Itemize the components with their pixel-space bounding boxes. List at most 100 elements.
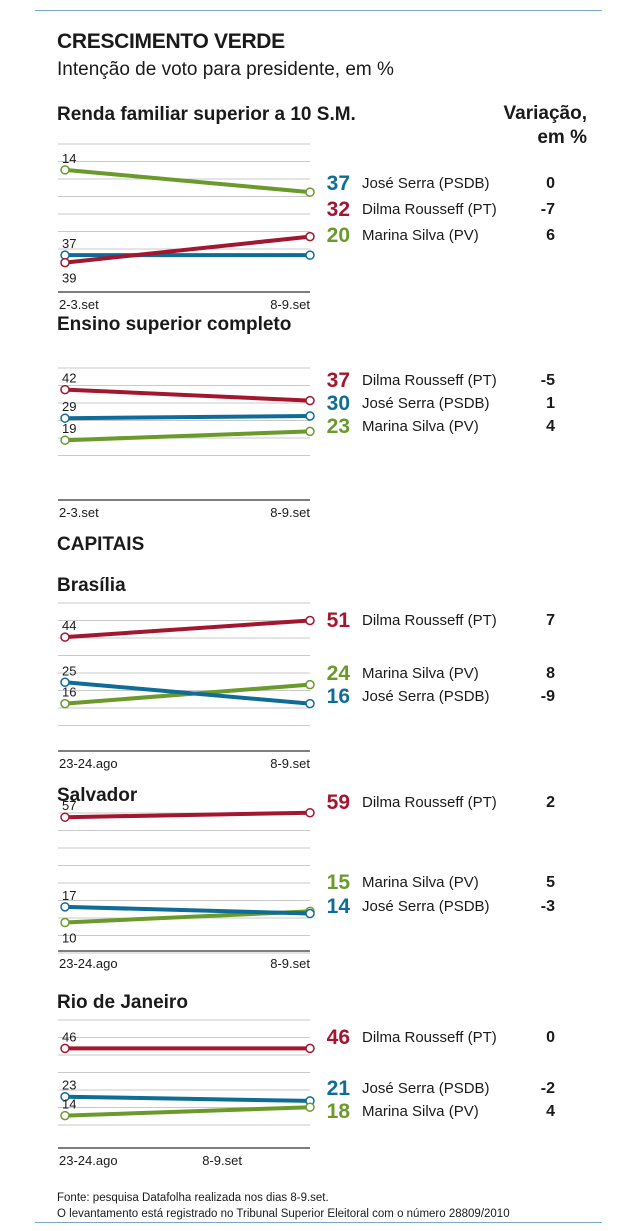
variation-header-line2: em % [537, 127, 587, 148]
end-value-label: 32 [326, 198, 350, 221]
panel-title: Renda familiar superior a 10 S.M. [57, 104, 356, 125]
data-point [305, 807, 315, 818]
panel-title: Brasília [57, 575, 126, 596]
chart-title: CRESCIMENTO VERDE [57, 30, 285, 53]
start-value-label: 25 [62, 663, 76, 678]
top-rule [35, 10, 602, 11]
data-point [305, 698, 315, 709]
end-value-label: 37 [326, 369, 350, 392]
data-point [60, 902, 70, 912]
line-plot: 23-24.ago 8-9.set 46 23 14 [58, 1019, 315, 1168]
series-line [64, 1105, 311, 1118]
legend-row: 30 José Serra (PSDB) 1 [0, 392, 635, 416]
x-tick-label: 2-3.set [59, 297, 99, 312]
start-value-label: 19 [62, 421, 76, 436]
data-point [305, 187, 315, 197]
chart-panel: Renda familiar superior a 10 S.M. 2-3.set… [0, 98, 635, 322]
candidate-name: José Serra (PSDB) [362, 395, 490, 412]
panel-title: Rio de Janeiro [57, 992, 188, 1013]
candidate-name: José Serra (PSDB) [362, 688, 490, 705]
chart-panel: Rio de Janeiro 23-24.ago 8-9.set 46 23 14 46 Di… [0, 990, 635, 1178]
candidate-name: José Serra (PSDB) [362, 898, 490, 915]
end-value-label: 37 [326, 172, 350, 195]
source-note: Fonte: pesquisa Datafolha realizada nos … [57, 1190, 510, 1222]
start-value-label: 29 [62, 399, 76, 414]
candidate-name: José Serra (PSDB) [362, 1080, 490, 1097]
x-tick-label: 2-3.set [59, 505, 99, 520]
legend-row: 37 Dilma Rousseff (PT) -5 [0, 369, 635, 393]
legend-row: 46 Dilma Rousseff (PT) 0 [0, 1026, 635, 1050]
series-line [64, 234, 311, 265]
end-value-label: 51 [326, 609, 350, 632]
series-line [64, 167, 311, 195]
start-value-label: 39 [62, 271, 76, 286]
variation-value: 1 [546, 395, 555, 412]
legend-row: 20 Marina Silva (PV) 6 [0, 224, 635, 248]
end-value-label: 16 [326, 685, 350, 708]
start-value-label: 16 [62, 685, 76, 700]
variation-value: 6 [546, 227, 555, 244]
candidate-name: Marina Silva (PV) [362, 227, 479, 244]
data-point [305, 395, 315, 406]
data-point [60, 165, 70, 175]
x-tick-label: 23-24.ago [59, 756, 118, 771]
candidate-name: Marina Silva (PV) [362, 665, 479, 682]
candidate-name: Dilma Rousseff (PT) [362, 612, 497, 629]
legend-row: 24 Marina Silva (PV) 8 [0, 662, 635, 686]
x-tick-label: 8-9.set [270, 297, 310, 312]
variation-value: -7 [540, 201, 555, 218]
data-point [305, 250, 315, 260]
candidate-name: Marina Silva (PV) [362, 874, 479, 891]
start-value-label: 23 [62, 1078, 76, 1093]
start-value-label: 37 [62, 236, 76, 251]
chart-panel: Ensino superior completo 2-3.set 8-9.set 42… [0, 310, 635, 530]
end-value-label: 24 [326, 662, 350, 685]
x-tick-label: 8-9.set [270, 756, 310, 771]
start-value-label: 44 [62, 618, 76, 633]
data-point [60, 1091, 70, 1102]
legend-row: 59 Dilma Rousseff (PT) 2 [0, 791, 635, 815]
chart-panel: Salvador 23-24.ago 8-9.set 57 10 17 59 Dilma Ro… [0, 783, 635, 981]
series-line [64, 387, 311, 403]
end-value-label: 21 [326, 1077, 350, 1100]
series-line [64, 810, 311, 820]
variation-value: -3 [540, 898, 555, 915]
variation-value: 4 [546, 1103, 555, 1120]
chart-subtitle: Intenção de voto para presidente, em % [57, 59, 394, 80]
source-line-2: O levantamento está registrado no Tribun… [57, 1208, 510, 1220]
candidate-name: Marina Silva (PV) [362, 1103, 479, 1120]
series-line [64, 618, 311, 640]
legend-row: 23 Marina Silva (PV) 4 [0, 415, 635, 439]
candidate-name: Dilma Rousseff (PT) [362, 794, 497, 811]
end-value-label: 14 [326, 895, 350, 918]
bottom-rule [35, 1222, 602, 1223]
variation-value: 8 [546, 665, 555, 682]
x-tick-label: 23-24.ago [59, 1153, 118, 1168]
end-value-label: 46 [326, 1026, 350, 1049]
data-point [60, 1110, 70, 1121]
x-tick-label: 8-9.set [270, 505, 310, 520]
variation-value: -5 [540, 372, 555, 389]
data-point [305, 1102, 315, 1112]
line-plot: 23-24.ago 8-9.set 57 10 17 [58, 798, 315, 971]
data-point [60, 413, 70, 423]
variation-value: 2 [546, 794, 555, 811]
source-line-1: Fonte: pesquisa Datafolha realizada nos … [57, 1192, 329, 1204]
start-value-label: 10 [62, 931, 76, 946]
data-point [305, 908, 315, 919]
data-point [60, 435, 70, 445]
candidate-name: José Serra (PSDB) [362, 175, 490, 192]
data-point [60, 917, 70, 928]
variation-value: 4 [546, 418, 555, 435]
x-tick-label: 23-24.ago [59, 956, 118, 971]
candidate-name: Dilma Rousseff (PT) [362, 372, 497, 389]
candidate-name: Marina Silva (PV) [362, 418, 479, 435]
legend-row: 14 José Serra (PSDB) -3 [0, 895, 635, 919]
end-value-label: 30 [326, 392, 350, 415]
data-point [305, 1043, 315, 1054]
start-value-label: 42 [62, 371, 76, 386]
variation-value: -2 [540, 1080, 555, 1097]
data-point [60, 698, 70, 709]
legend-row: 51 Dilma Rousseff (PT) 7 [0, 609, 635, 633]
capitals-label: CAPITAIS [57, 534, 145, 555]
